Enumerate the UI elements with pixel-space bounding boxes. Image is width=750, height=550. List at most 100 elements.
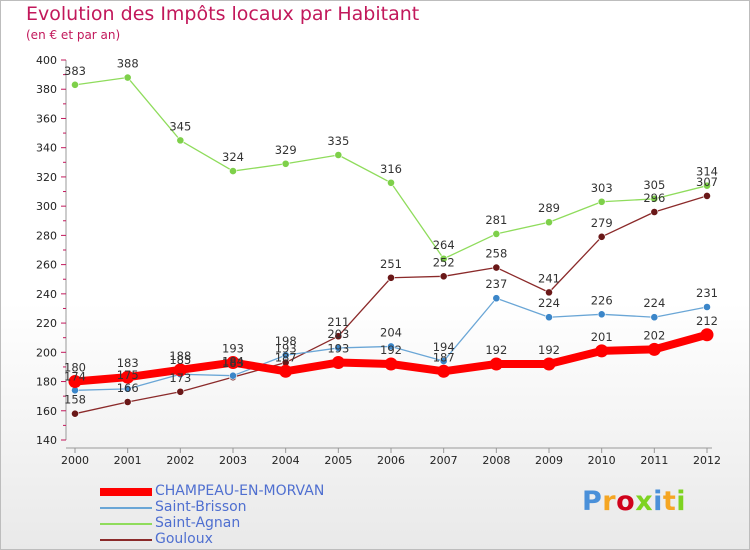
data-label: 383: [64, 64, 86, 78]
data-label: 185: [169, 353, 191, 367]
data-label: 279: [591, 216, 613, 230]
data-label: 324: [222, 150, 244, 164]
data-point: [597, 232, 606, 241]
data-label: 202: [643, 328, 665, 342]
data-label: 194: [433, 340, 455, 354]
x-tick-label: 2001: [114, 454, 142, 467]
data-label: 251: [380, 257, 402, 271]
data-point: [279, 364, 293, 378]
chart-legend: CHAMPEAU-EN-MORVAN Saint-Brisson Saint-Agn…: [100, 483, 400, 548]
data-label: 314: [696, 165, 718, 179]
data-point: [647, 342, 661, 356]
data-point: [176, 387, 185, 396]
y-tick-label: 140: [36, 434, 57, 447]
data-point: [545, 218, 553, 227]
y-tick-label: 340: [36, 142, 57, 155]
y-tick-label: 240: [36, 288, 57, 301]
y-tick-label: 260: [36, 259, 57, 272]
data-point: [492, 263, 501, 272]
data-label: 241: [538, 271, 560, 285]
legend-item: Saint-Agnan: [100, 515, 400, 532]
legend-label: Saint-Brisson: [155, 499, 247, 515]
data-point: [700, 328, 714, 342]
data-point: [439, 357, 448, 365]
data-label: 158: [64, 393, 86, 407]
data-label: 212: [696, 314, 718, 328]
x-tick-label: 2002: [166, 454, 194, 467]
x-tick-label: 2000: [61, 454, 89, 467]
x-tick-label: 2012: [693, 454, 721, 467]
data-point: [123, 384, 132, 393]
data-label: 198: [275, 334, 297, 348]
y-tick-label: 380: [36, 83, 57, 96]
data-label: 237: [485, 277, 507, 291]
data-point: [703, 303, 711, 311]
data-point: [489, 357, 503, 371]
data-point: [387, 178, 395, 187]
data-point: [281, 351, 290, 360]
data-point: [595, 344, 609, 358]
legend-label: CHAMPEAU-EN-MORVAN: [155, 483, 325, 499]
data-point: [703, 181, 711, 190]
series-points: [68, 73, 714, 418]
legend-swatch: [100, 523, 152, 525]
y-tick-label: 400: [36, 54, 57, 67]
data-label: 231: [696, 286, 718, 300]
x-tick-label: 2009: [535, 454, 563, 467]
proxiti-logo: Proxiti: [582, 486, 686, 517]
x-tick-label: 2005: [324, 454, 352, 467]
y-tick-label: 200: [36, 346, 57, 359]
data-point: [439, 254, 448, 263]
data-label: 188: [169, 349, 191, 363]
data-label: 329: [275, 143, 297, 157]
data-label: 335: [327, 134, 349, 148]
data-label: 175: [117, 368, 139, 382]
data-label: 166: [117, 381, 139, 395]
x-tick-label: 2006: [377, 454, 405, 467]
data-label: 201: [591, 330, 613, 344]
data-point: [334, 332, 343, 341]
data-point: [545, 288, 553, 297]
data-label: 316: [380, 162, 402, 176]
data-label: 192: [380, 343, 402, 357]
data-label: 183: [222, 356, 244, 370]
data-point: [71, 409, 79, 418]
data-point: [68, 375, 82, 389]
legend-label: Saint-Agnan: [155, 515, 241, 531]
data-point: [542, 357, 556, 371]
data-labels: 383 388 345 324 329 335 316 264 281 289 303 305 314 1…: [64, 57, 718, 407]
logo-letter: x: [635, 486, 654, 517]
x-tick-label: 2010: [588, 454, 616, 467]
chart-subtitle: (en € et par an): [26, 28, 121, 42]
data-point: [650, 313, 659, 322]
data-label: 296: [643, 191, 665, 205]
logo-letter: i: [676, 486, 687, 517]
data-label: 192: [485, 343, 507, 357]
x-tick-label: 2011: [640, 454, 668, 467]
chart-title: Evolution des Impôts locaux par Habitant: [26, 3, 420, 25]
data-label: 226: [591, 293, 613, 307]
data-label: 183: [117, 356, 139, 370]
data-point: [387, 273, 395, 282]
data-label: 204: [380, 325, 402, 339]
data-label: 211: [327, 315, 349, 329]
data-label: 264: [433, 238, 455, 252]
logo-letter: i: [653, 486, 663, 517]
logo-letter: t: [662, 486, 677, 517]
data-label: 281: [485, 213, 507, 227]
data-label: 252: [433, 255, 455, 269]
data-point: [334, 344, 343, 352]
data-label: 193: [275, 342, 297, 356]
data-point: [281, 159, 290, 168]
y-tick-label: 320: [36, 171, 57, 184]
x-tick-label: 2007: [430, 454, 458, 467]
data-point: [650, 194, 659, 203]
data-label: 203: [327, 327, 349, 341]
data-label: 187: [433, 350, 455, 364]
legend-label: Gouloux: [155, 531, 213, 547]
data-label: 184: [222, 355, 244, 369]
data-point: [176, 136, 185, 145]
data-label: 192: [538, 343, 560, 357]
data-label: 224: [538, 296, 560, 310]
data-label: 173: [169, 371, 191, 385]
